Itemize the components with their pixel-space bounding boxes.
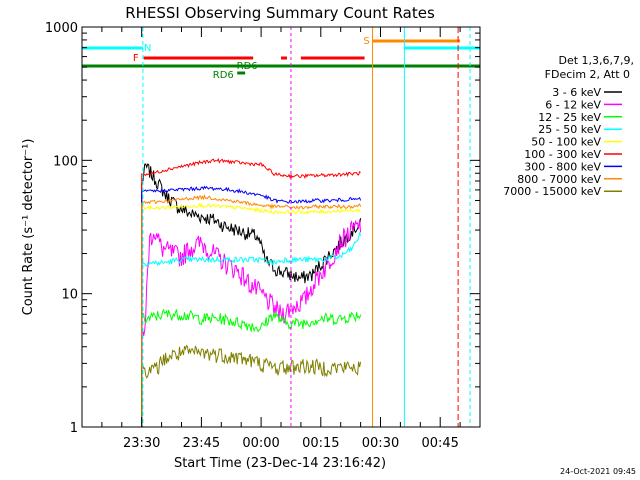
series-line-0	[141, 163, 362, 427]
x-tick-label: 00:30	[362, 436, 399, 451]
series-line-3	[141, 231, 362, 427]
legend-label-6: 300 - 800 keV	[524, 160, 601, 173]
series-line-2	[141, 308, 362, 427]
annotation-0: N	[144, 43, 151, 54]
series-line-5	[141, 157, 361, 427]
legend-label-2: 12 - 25 keV	[538, 111, 601, 124]
legend-label-3: 25 - 50 keV	[538, 123, 601, 136]
x-tick-labels: 23:30 23:45 00:00 00:15 00:30 00:45	[123, 436, 459, 451]
y-tick-label: 1	[70, 421, 78, 436]
y-tick-label: 1000	[45, 21, 78, 36]
series-line-1	[141, 219, 362, 427]
chart-title: RHESSI Observing Summary Count Rates	[125, 4, 435, 22]
legend-header-line-2: FDecim 2, Att 0	[545, 68, 630, 81]
x-tick-label: 23:30	[123, 436, 160, 451]
legend-label-7: 800 - 7000 keV	[517, 173, 601, 186]
annotation-1: F	[133, 53, 139, 64]
footer-date: 24-Oct-2021 09:45	[560, 467, 636, 476]
y-tick-label: 100	[53, 154, 78, 169]
legend-label-1: 6 - 12 keV	[545, 98, 601, 111]
legend-label-8: 7000 - 15000 keV	[503, 185, 601, 198]
series-line-4	[141, 202, 361, 427]
annotation-4: S	[363, 36, 369, 47]
legend-label-5: 100 - 300 keV	[524, 148, 601, 161]
x-tick-label: 23:45	[183, 436, 220, 451]
plot-frame	[81, 26, 481, 428]
series-line-8	[141, 344, 362, 427]
x-axis-label: Start Time (23-Dec-14 23:16:42)	[174, 456, 386, 471]
legend-header-line-1: Det 1,3,6,7,9,	[558, 54, 634, 67]
y-axis-label: Count Rate (s⁻¹ detector⁻¹)	[21, 139, 36, 316]
legend-label-0: 3 - 6 keV	[552, 86, 601, 99]
x-tick-label: 00:45	[421, 436, 458, 451]
event-lines	[81, 27, 471, 427]
series-line-7	[141, 193, 362, 427]
y-tick-labels: 1 10 100 1000	[45, 21, 78, 436]
series-line-6	[141, 185, 362, 427]
series-lines	[141, 157, 362, 427]
x-tick-label: 00:00	[242, 436, 279, 451]
annotation-2: RD6	[213, 70, 234, 81]
y-tick-label: 10	[61, 288, 78, 303]
x-tick-label: 00:15	[302, 436, 339, 451]
legend: Det 1,3,6,7,9, FDecim 2, Att 0 3 - 6 keV…	[503, 54, 634, 198]
annotation-3: RD6	[237, 61, 258, 72]
legend-label-4: 50 - 100 keV	[531, 136, 601, 149]
